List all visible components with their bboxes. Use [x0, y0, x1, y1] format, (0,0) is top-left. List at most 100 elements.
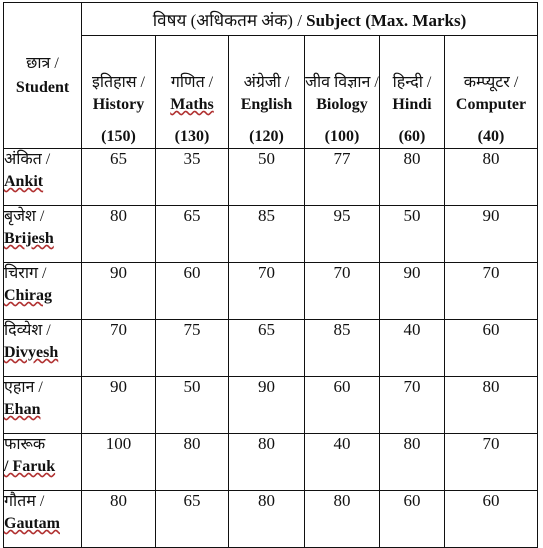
subject-column-header: अंग्रेजी / English (120)	[228, 35, 305, 149]
mark-cell: 90	[443, 205, 539, 263]
mark-cell: 80	[443, 376, 539, 434]
mark-cell: 70	[443, 262, 539, 320]
mark-cell: 80	[304, 490, 380, 548]
mark-cell: 90	[81, 376, 156, 434]
mark-cell: 80	[155, 433, 229, 491]
subject-column-header: कम्प्यूटर / Computer (40)	[443, 35, 539, 149]
student-name-hi: गौतम /	[4, 493, 45, 510]
max-marks: (130)	[174, 128, 210, 145]
mark-cell: 50	[228, 148, 305, 206]
mark-cell: 60	[443, 490, 539, 548]
mark-cell: 40	[379, 319, 445, 377]
mark-cell: 95	[304, 205, 380, 263]
mark-cell: 80	[228, 490, 305, 548]
subject-name-en: Biology	[316, 96, 368, 113]
student-name-en: Ankit	[4, 173, 44, 190]
subject-name-en: Maths	[170, 96, 214, 113]
mark-cell: 65	[81, 148, 156, 206]
mark-cell: 60	[155, 262, 229, 320]
mark-cell: 70	[304, 262, 380, 320]
table-row: अंकित / Ankit 65 35 50 77 80 80	[3, 148, 539, 206]
subject-column-header: गणित / Maths (130)	[155, 35, 229, 149]
mark-cell: 100	[81, 433, 156, 491]
student-name-cell: बृजेश / Brijesh	[3, 205, 82, 263]
mark-cell: 75	[155, 319, 229, 377]
mark-cell: 90	[81, 262, 156, 320]
mark-cell: 85	[228, 205, 305, 263]
subject-name-en: Computer	[455, 96, 527, 113]
mark-cell: 40	[304, 433, 380, 491]
mark-cell: 60	[379, 490, 445, 548]
subject-header-en: Subject (Max. Marks)	[306, 10, 467, 30]
mark-cell: 70	[228, 262, 305, 320]
table-row: दिव्येश / Divyesh 70 75 65 85 40 60	[3, 319, 539, 377]
mark-cell: 70	[81, 319, 156, 377]
table-row: बृजेश / Brijesh 80 65 85 95 50 90	[3, 205, 539, 263]
mark-cell: 85	[304, 319, 380, 377]
mark-cell: 65	[155, 205, 229, 263]
student-name-hi: फारूक	[4, 436, 46, 453]
student-header: छात्र / Student	[3, 2, 82, 149]
student-name-en: Brijesh	[4, 230, 54, 247]
subject-header-hi: विषय (अधिकतम अंक) /	[152, 10, 307, 30]
subject-column-header: जीव विज्ञान / Biology (100)	[304, 35, 380, 149]
subject-name-hi: गणित /	[170, 74, 214, 91]
mark-cell: 60	[443, 319, 539, 377]
max-marks: (40)	[477, 128, 505, 145]
mark-cell: 60	[304, 376, 380, 434]
table-row: चिराग / Chirag 90 60 70 70 90 70	[3, 262, 539, 320]
student-name-hi: दिव्येश /	[4, 322, 51, 339]
student-name-cell: अंकित / Ankit	[3, 148, 82, 206]
subject-name-hi: इतिहास /	[91, 74, 146, 91]
subject-header: विषय (अधिकतम अंक) / Subject (Max. Marks)	[80, 2, 539, 36]
mark-cell: 70	[443, 433, 539, 491]
mark-cell: 80	[379, 148, 445, 206]
marks-table: छात्र / Student विषय (अधिकतम अंक) / Subj…	[3, 2, 539, 548]
student-name-en: Chirag	[4, 287, 52, 304]
student-name-cell: एहान / Ehan	[3, 376, 82, 434]
mark-cell: 77	[304, 148, 380, 206]
subject-column-header: इतिहास / History (150)	[81, 35, 156, 149]
mark-cell: 80	[228, 433, 305, 491]
max-marks: (150)	[101, 128, 136, 145]
mark-cell: 65	[228, 319, 305, 377]
subject-name-en: Hindi	[392, 96, 432, 113]
subject-row: इतिहास / History (150) गणित / Maths (130) अंग्…	[4, 35, 539, 149]
student-name-en: Ehan	[4, 401, 41, 418]
mark-cell: 65	[155, 490, 229, 548]
student-name-cell: चिराग / Chirag	[3, 262, 82, 320]
student-name-hi: चिराग /	[4, 265, 47, 282]
max-marks: (60)	[398, 128, 426, 145]
mark-cell: 50	[155, 376, 229, 434]
max-marks: (100)	[324, 128, 360, 145]
table-row: गौतम / Gautam 80 65 80 80 60 60	[3, 490, 539, 548]
subject-name-hi: अंग्रेजी /	[243, 74, 290, 91]
subject-name-hi: कम्प्यूटर /	[463, 74, 519, 91]
mark-cell: 80	[81, 490, 156, 548]
student-name-en: / Faruk	[4, 458, 56, 475]
mark-cell: 90	[228, 376, 305, 434]
student-header-en: Student	[15, 78, 70, 96]
student-name-en: Divyesh	[4, 344, 59, 361]
student-name-hi: बृजेश /	[4, 208, 45, 225]
mark-cell: 50	[379, 205, 445, 263]
student-name-hi: अंकित /	[4, 151, 51, 168]
student-name-cell: दिव्येश / Divyesh	[3, 319, 82, 377]
mark-cell: 90	[379, 262, 445, 320]
subject-name-en: English	[240, 96, 293, 113]
mark-cell: 80	[443, 148, 539, 206]
student-name-cell: गौतम / Gautam	[3, 490, 82, 548]
max-marks: (120)	[249, 128, 284, 145]
table-row: एहान / Ehan 90 50 90 60 70 80	[3, 376, 539, 434]
student-header-hi: छात्र /	[26, 54, 59, 72]
mark-cell: 35	[155, 148, 229, 206]
subject-name-hi: हिन्दी /	[392, 74, 432, 91]
mark-cell: 70	[379, 376, 445, 434]
mark-cell: 80	[81, 205, 156, 263]
student-name-cell: फारूक / Faruk	[3, 433, 82, 491]
mark-cell: 80	[379, 433, 445, 491]
student-name-hi: एहान /	[4, 379, 43, 396]
subject-column-header: हिन्दी / Hindi (60)	[379, 35, 445, 149]
subject-name-en: History	[92, 96, 145, 113]
table-row: फारूक / Faruk 100 80 80 40 80 70	[3, 433, 539, 491]
